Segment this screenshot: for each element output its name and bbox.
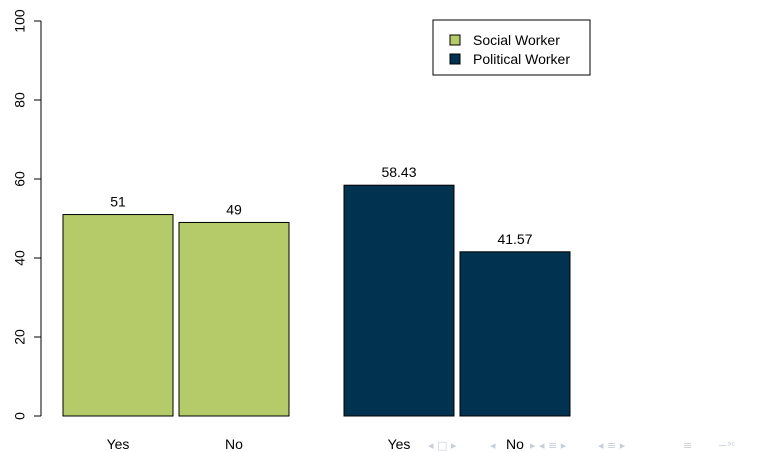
y-tick-label: 40	[12, 250, 28, 266]
search-icon[interactable]: ∽ᵃᶜ	[718, 439, 736, 452]
bar	[459, 251, 571, 417]
y-tick-label: 100	[12, 9, 28, 33]
y-tick-label: 60	[12, 171, 28, 187]
bar	[343, 184, 455, 417]
y-tick-label: 20	[12, 329, 28, 345]
x-axis-labels: Yes No Yes No	[107, 436, 525, 452]
slide-navigation[interactable]: ◂ □ ▸ ◂ ▸ ◂ ≡ ▸ ◂ ≡ ▸ ≡ ∽ᵃᶜ	[428, 439, 736, 452]
align-icon[interactable]: ≡	[683, 439, 692, 452]
prev-slide-icon[interactable]: ◂ □ ▸	[428, 439, 457, 452]
bar	[62, 214, 174, 417]
legend-swatch-political-worker	[449, 53, 461, 65]
bar-group-social-worker: 51 49	[62, 194, 290, 417]
prev-section-icon[interactable]: ▸ ◂ ≡ ▸	[530, 439, 567, 452]
bar-value-label: 51	[110, 194, 126, 210]
x-tick-label: Yes	[107, 436, 130, 452]
bar-groups: 51 49 58.43 41.57	[62, 164, 571, 417]
y-tick-label: 0	[12, 412, 28, 420]
x-tick-label: No	[506, 436, 524, 452]
bar	[178, 221, 290, 417]
bar-group-political-worker: 58.43 41.57	[343, 164, 571, 417]
bar-value-label: 49	[226, 201, 242, 217]
x-tick-label: No	[225, 436, 243, 452]
y-axis: 0 20 40 60 80 100	[12, 9, 42, 420]
legend-label-social-worker: Social Worker	[473, 32, 560, 48]
bar-value-label: 41.57	[497, 231, 532, 247]
prev-subsection-icon[interactable]: ◂ ≡ ▸	[598, 439, 626, 452]
legend-box	[432, 19, 591, 76]
prev-frame-icon[interactable]: ◂	[490, 439, 496, 452]
legend-label-political-worker: Political Worker	[473, 51, 570, 67]
legend: Social Worker Political Worker	[432, 19, 591, 76]
y-tick-label: 80	[12, 92, 28, 108]
bar-value-label: 58.43	[381, 164, 416, 180]
legend-swatch-social-worker	[449, 34, 461, 46]
x-tick-label: Yes	[388, 436, 411, 452]
